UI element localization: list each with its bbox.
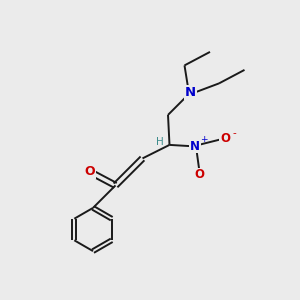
Text: H: H (156, 137, 164, 148)
Text: +: + (200, 135, 207, 144)
Text: O: O (85, 165, 95, 178)
Text: -: - (233, 128, 236, 139)
Text: O: O (194, 168, 205, 182)
Text: N: N (190, 140, 200, 153)
Text: N: N (185, 86, 196, 99)
Text: O: O (220, 132, 230, 146)
